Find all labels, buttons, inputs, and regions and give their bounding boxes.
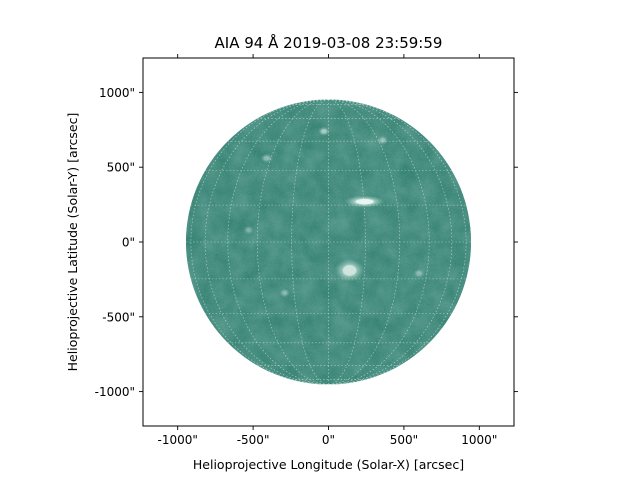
axis-ticks	[139, 54, 518, 430]
bright-point-5	[243, 225, 254, 235]
bright-point-5-core	[246, 227, 251, 233]
x-tick-labels: -1000" -500" 0" 500" 1000"	[157, 433, 497, 447]
x-tick-label: 500"	[390, 433, 418, 447]
x-tick-label: -500"	[237, 433, 270, 447]
y-axis-label: Helioprojective Latitude (Solar-Y) [arcs…	[65, 113, 80, 372]
meridian-line	[328, 99, 430, 385]
bright-point-4-halo	[279, 288, 291, 298]
bright-point-6	[413, 268, 425, 279]
meridian-line	[328, 99, 453, 385]
bright-point-4-core	[282, 290, 288, 295]
y-tick-label: 1000"	[99, 86, 135, 100]
x-tick-label: -1000"	[157, 433, 197, 447]
bright-point-2-core	[263, 156, 270, 161]
solar-features	[243, 126, 425, 298]
y-tick-labels: 1000" 500" 0" -500" -1000"	[95, 86, 135, 399]
active-region-south-core	[342, 265, 357, 276]
bright-point-4	[279, 288, 291, 298]
y-tick-label: 0"	[122, 236, 135, 250]
bright-point-6-core	[416, 271, 422, 276]
map-title: AIA 94 Å 2019-03-08 23:59:59	[215, 33, 443, 52]
coordinate-grid	[185, 99, 472, 385]
active-region-south	[334, 258, 365, 283]
active-region-north	[344, 195, 385, 208]
bright-point-1	[318, 126, 330, 136]
bright-point-6-halo	[413, 268, 425, 279]
bright-point-2	[260, 153, 274, 163]
y-tick-label: -1000"	[95, 385, 135, 399]
bright-point-3-core	[380, 138, 386, 143]
plot-area	[185, 99, 472, 385]
active-region-north-core	[355, 198, 374, 205]
bright-point-1-core	[321, 129, 327, 134]
solar-disk	[185, 99, 472, 385]
y-tick-label: 500"	[107, 161, 135, 175]
solar-disk-mottle	[185, 99, 472, 385]
meridian-line	[227, 99, 329, 385]
y-tick-label: -500"	[102, 310, 135, 324]
x-tick-label: 1000"	[461, 433, 497, 447]
meridian-line	[204, 99, 329, 385]
bright-point-5-halo	[243, 225, 254, 235]
x-tick-label: 0"	[322, 433, 335, 447]
bright-point-3	[377, 135, 389, 145]
x-axis-label: Helioprojective Longitude (Solar-X) [arc…	[193, 457, 464, 472]
bright-point-3-halo	[377, 135, 389, 145]
bright-point-2-halo	[260, 153, 274, 163]
